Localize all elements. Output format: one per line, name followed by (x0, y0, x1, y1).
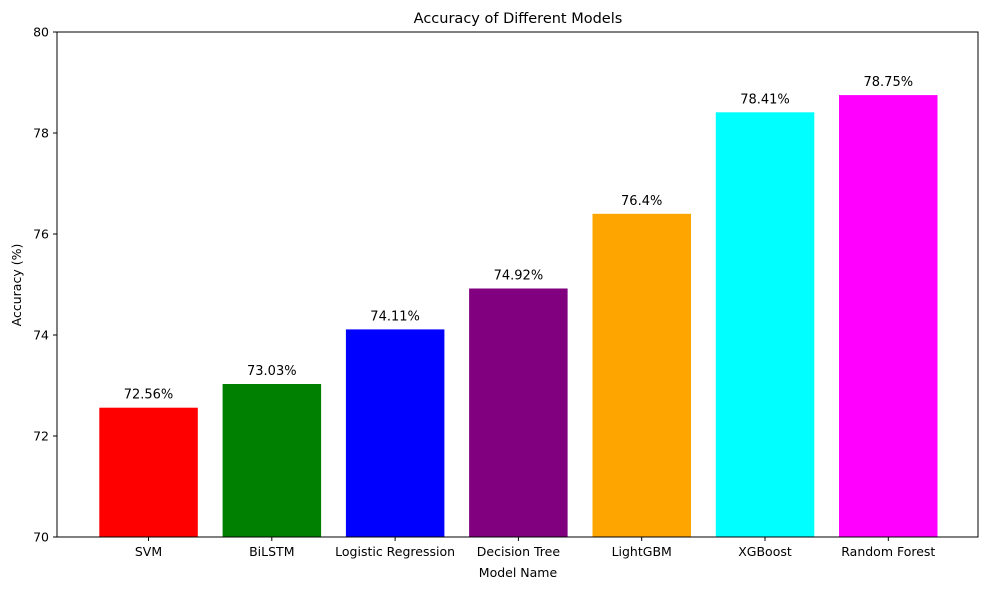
x-tick-label-bilstm: BiLSTM (249, 544, 294, 559)
bar-svm (99, 407, 198, 537)
bar-decision-tree (469, 288, 568, 537)
bar-bilstm (222, 384, 322, 537)
bars-layer (99, 95, 938, 538)
y-tick-label-72: 72 (33, 429, 49, 444)
y-axis: 70 72 74 76 78 80 (33, 25, 57, 545)
x-tick-label-random-forest: Random Forest (841, 544, 935, 559)
y-tick-label-76: 76 (33, 227, 49, 242)
x-axis: SVM BiLSTM Logistic Regression Decision Tre… (135, 537, 935, 559)
x-axis-title: Model Name (479, 565, 558, 580)
y-tick-label-70: 70 (33, 530, 49, 545)
data-labels-layer: 72.56% 73.03% 74.11% 74.92% 76.4% 78.41% 78.75… (124, 75, 913, 403)
bar-logistic-regression (345, 329, 445, 537)
plot-frame (56, 31, 979, 538)
bar-random-forest (839, 95, 938, 537)
x-tick-label-logistic-regression: Logistic Regression (335, 544, 455, 559)
data-label-logistic-regression: 74.11% (370, 309, 420, 324)
data-label-bilstm: 73.03% (247, 364, 297, 379)
bar-xgboost (715, 112, 815, 538)
data-label-random-forest: 78.75% (864, 75, 914, 90)
y-tick-label-78: 78 (33, 126, 49, 141)
data-label-decision-tree: 74.92% (494, 269, 544, 284)
y-tick-label-74: 74 (33, 328, 49, 343)
bar-lightgbm (592, 213, 691, 538)
y-axis-title: Accuracy (%) (9, 244, 24, 327)
y-tick-label-80: 80 (33, 25, 49, 40)
chart-title: Accuracy of Different Models (414, 11, 623, 27)
x-tick-label-xgboost: XGBoost (738, 544, 792, 559)
data-label-xgboost: 78.41% (740, 92, 790, 107)
x-tick-label-svm: SVM (135, 544, 162, 559)
data-label-svm: 72.56% (124, 388, 174, 403)
x-tick-label-decision-tree: Decision Tree (477, 544, 561, 559)
x-tick-label-lightgbm: LightGBM (612, 544, 672, 559)
data-label-lightgbm: 76.4% (621, 194, 662, 209)
